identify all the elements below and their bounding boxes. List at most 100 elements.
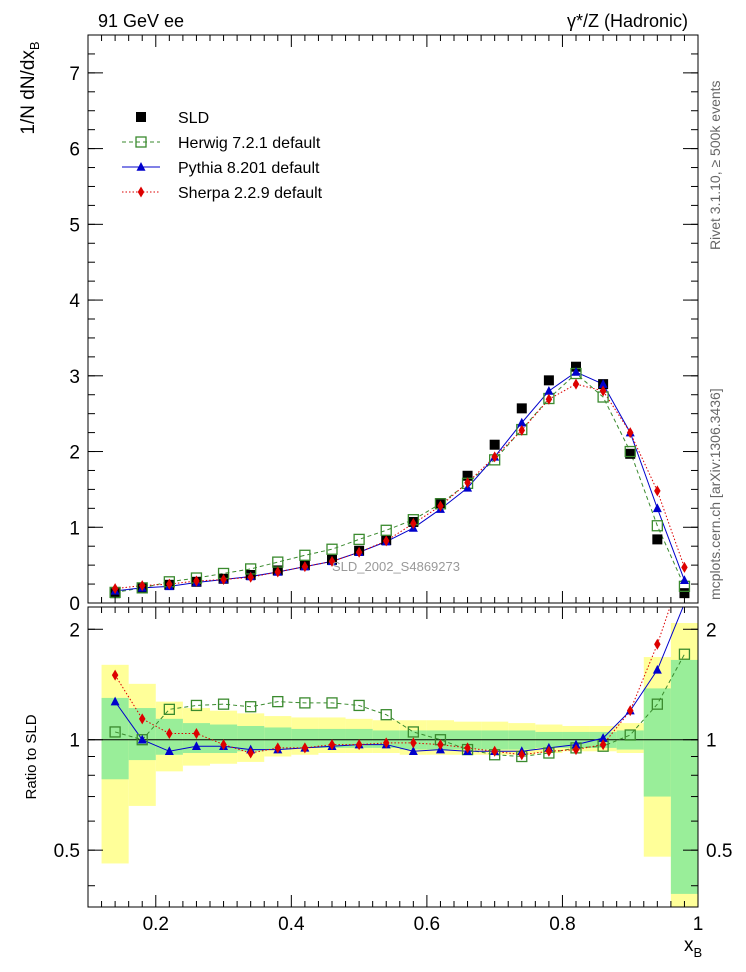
data-point	[110, 696, 120, 706]
top-y-axis-title: 1/N dN/dxB	[18, 41, 42, 134]
data-point	[299, 549, 311, 561]
header-left-label: 91 GeV ee	[98, 11, 184, 31]
data-point	[220, 739, 227, 751]
data-point	[163, 703, 175, 715]
legend-label: Sherpa 2.2.9 default	[178, 185, 323, 202]
y-tick-label: 4	[69, 291, 80, 312]
x-tick-label: 0.2	[143, 914, 169, 935]
data-point	[217, 698, 230, 710]
y-tick-label-right: 1	[706, 731, 717, 752]
data-point	[518, 749, 526, 761]
data-point	[679, 588, 690, 599]
data-point	[353, 533, 365, 546]
data-point	[599, 385, 607, 397]
data-point	[382, 535, 390, 547]
data-point	[274, 742, 282, 754]
data-point	[190, 699, 203, 712]
uncertainty-bands	[101, 623, 698, 907]
data-point	[109, 726, 121, 738]
data-point	[136, 162, 146, 171]
data-point	[164, 746, 174, 756]
y-tick-label: 7	[69, 64, 80, 85]
data-point	[410, 517, 417, 529]
data-point	[572, 378, 580, 390]
data-point	[598, 379, 608, 388]
data-point	[491, 451, 498, 463]
data-point	[543, 375, 554, 386]
data-point	[220, 574, 227, 586]
data-point	[135, 136, 147, 148]
data-point	[272, 556, 284, 568]
data-point	[380, 524, 392, 536]
bottom-y-axis-title: Ratio to SLD	[23, 714, 40, 799]
y-tick-label: 0.5	[54, 841, 80, 862]
data-point	[652, 534, 663, 545]
y-tick-label: 2	[69, 443, 80, 464]
x-tick-label: 0.4	[278, 914, 305, 935]
data-point	[545, 745, 553, 757]
data-point	[491, 745, 498, 757]
data-point	[437, 500, 444, 512]
data-point	[571, 367, 581, 376]
y-tick-label-right: 0.5	[706, 841, 732, 862]
y-tick-label: 2	[69, 620, 80, 641]
data-point	[328, 739, 336, 751]
data-point	[355, 739, 363, 751]
data-point	[166, 727, 173, 739]
y-tick-label: 5	[69, 215, 80, 236]
analysis-id-watermark: SLD_2002_S4869273	[332, 559, 460, 574]
data-point	[193, 575, 200, 587]
data-point	[191, 741, 201, 750]
data-point	[571, 361, 581, 372]
data-point	[301, 742, 309, 754]
y-tick-label: 6	[69, 140, 80, 161]
series-layer	[109, 607, 691, 763]
green-band	[264, 727, 292, 750]
data-point	[193, 727, 200, 739]
legend-label: Pythia 8.201 default	[178, 160, 320, 177]
data-point	[652, 503, 662, 513]
data-point	[136, 112, 146, 122]
data-point	[247, 747, 254, 759]
green-band	[670, 659, 698, 894]
rivet-version-label: Rivet 3.1.10, ≥ 500k events	[707, 80, 723, 250]
data-point	[407, 726, 419, 738]
green-band	[643, 688, 671, 797]
data-point	[382, 737, 390, 749]
y-tick-label: 1	[69, 518, 80, 539]
data-point	[274, 566, 282, 578]
x-tick-label: 0.6	[414, 914, 440, 935]
series-line	[114, 607, 671, 756]
y-tick-label: 3	[69, 367, 80, 388]
y-tick-label: 0	[69, 594, 80, 615]
data-point	[353, 699, 365, 712]
green-band	[101, 697, 129, 780]
green-band	[291, 728, 319, 748]
data-point	[326, 697, 338, 709]
data-point	[598, 733, 608, 742]
legend: SLD Herwig 7.2.1 default Pythia 8.201 defa…	[122, 110, 323, 202]
data-point	[624, 445, 636, 458]
data-point	[166, 578, 173, 590]
data-point	[651, 698, 663, 710]
data-point	[517, 417, 527, 427]
series-line	[114, 607, 684, 752]
green-band	[345, 728, 373, 748]
data-point	[626, 427, 634, 439]
data-point	[272, 695, 284, 708]
y-tick-label-right: 2	[706, 620, 717, 641]
series-line	[115, 371, 685, 592]
header-right-label: γ*/Z (Hadronic)	[567, 11, 688, 31]
data-point	[651, 520, 663, 532]
main-distribution-panel: 0 1 2 3 4 5 6 7	[69, 34, 699, 615]
ratio-panel: 0.5 0.5 1 1 2 2 0.2 0.4 0.6 0.8 1	[54, 606, 732, 935]
series-line	[115, 383, 685, 590]
legend-label: Herwig 7.2.1 default	[178, 135, 321, 152]
data-point	[679, 575, 689, 585]
x-tick-label: 1	[693, 914, 704, 935]
data-point	[247, 571, 254, 583]
data-point	[328, 555, 336, 567]
data-point	[572, 744, 580, 756]
data-point	[111, 583, 119, 595]
data-point	[654, 638, 661, 650]
